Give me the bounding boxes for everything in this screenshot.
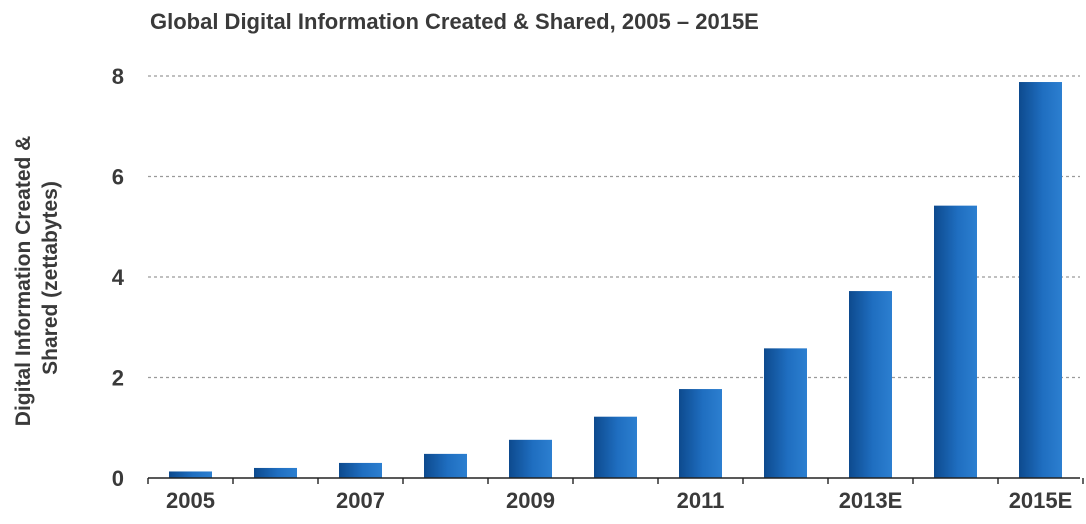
gridlines (148, 75, 1080, 379)
bar-2010 (594, 416, 637, 478)
axes (147, 477, 1084, 484)
y-tick-label-8: 8 (112, 64, 124, 89)
bar-2011 (679, 389, 722, 478)
x-tick-label-2007: 2007 (336, 488, 385, 513)
y-tick-label-4: 4 (112, 265, 125, 290)
y-axis-label: Digital Information Created & Shared (ze… (12, 130, 62, 426)
bar-2007 (339, 462, 382, 478)
y-tick-label-0: 0 (112, 466, 124, 491)
bar-2012 (764, 348, 807, 478)
x-tick-label-2015E: 2015E (1009, 488, 1073, 513)
chart-title: Global Digital Information Created & Sha… (150, 9, 759, 34)
bar-2006 (254, 467, 297, 478)
tick-labels: 0 2 4 6 8 2005 2007 2009 2011 2013E 2015E (112, 64, 1073, 513)
x-tick-label-2013E: 2013E (839, 488, 903, 513)
bar-2014E (934, 205, 977, 478)
bars (169, 82, 1062, 478)
x-tick-label-2011: 2011 (677, 488, 725, 513)
y-axis-label-line-1: Digital Information Created & (12, 136, 35, 427)
x-tick-label-2009: 2009 (506, 488, 555, 513)
x-tick-label-2005: 2005 (166, 488, 215, 513)
y-tick-label-6: 6 (112, 165, 124, 190)
y-axis-label-line-2: Shared (zettabytes) (39, 181, 62, 375)
bar-2009 (509, 439, 552, 478)
y-tick-label-2: 2 (112, 366, 124, 391)
bar-2008 (424, 453, 467, 478)
bar-2005 (169, 471, 212, 478)
bar-2015E (1019, 82, 1062, 478)
bar-2013E (849, 291, 892, 478)
